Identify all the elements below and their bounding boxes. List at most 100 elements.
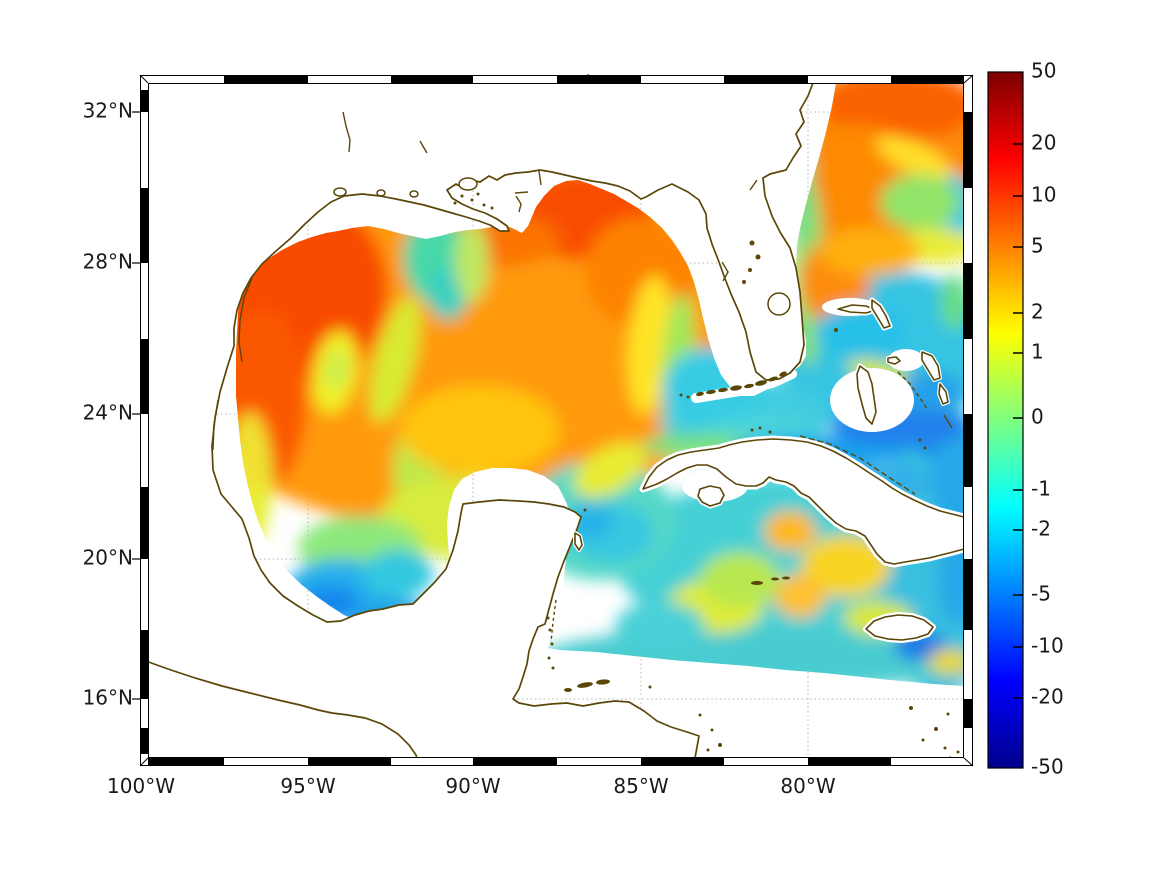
frame-segment — [964, 263, 973, 339]
inland-lakes-west — [342, 111, 351, 153]
texas-barrier-islands — [238, 277, 253, 363]
islet-speck — [648, 685, 652, 689]
frame-segment — [140, 487, 148, 559]
small-island — [564, 688, 572, 692]
st-johns-river — [749, 179, 758, 191]
colorbar-tick-label: -2 — [1031, 517, 1051, 541]
colorbar-tick-label: 1 — [1031, 340, 1044, 364]
anomaly-blob — [774, 574, 826, 618]
small-island — [779, 371, 787, 377]
islet-speck — [748, 268, 752, 272]
anomaly-blob — [325, 350, 349, 390]
frame-segment — [473, 758, 557, 766]
colorbar-tick-label: 2 — [1031, 300, 1044, 324]
islet-speck — [749, 240, 755, 246]
small-island — [718, 387, 728, 393]
galveston-bay — [333, 187, 347, 197]
frame-segment — [641, 758, 724, 766]
islet-speck — [742, 280, 746, 284]
anomaly-blob — [801, 535, 891, 597]
frame-segment — [557, 75, 641, 83]
cuba-north-cays — [799, 435, 916, 495]
islet-speck — [921, 738, 925, 742]
anomaly-blob — [876, 135, 954, 181]
colorbar-tick-label: 20 — [1031, 131, 1056, 155]
colorbar-tick-label: 0 — [1031, 405, 1044, 429]
frame-segment — [891, 75, 964, 83]
islet-speck — [482, 203, 486, 207]
map-frame — [132, 74, 974, 767]
frame-segment — [964, 414, 973, 487]
pacific-coastline — [142, 659, 420, 767]
small-island — [596, 679, 610, 685]
small-island — [755, 380, 767, 386]
new-providence-island — [887, 356, 901, 365]
lake-okeechobee — [767, 292, 791, 316]
exuma-chain — [897, 371, 929, 411]
anomaly-blob — [938, 535, 964, 625]
frame-segment — [140, 90, 148, 112]
tampa-bay — [721, 261, 729, 282]
axis-labels: 32°N 28°N 24°N 20°N 16°N 100°W 95°W 90°W 85°W 80°… — [83, 99, 836, 799]
frame-segment — [140, 188, 148, 263]
anomaly-blob — [764, 511, 816, 551]
cuba-island — [642, 438, 965, 565]
colorbar-tick-label: 5 — [1031, 234, 1044, 258]
islet-speck — [834, 328, 838, 332]
isla-de-la-juventud-island — [697, 485, 725, 507]
islet-speck — [686, 395, 690, 399]
islet-speck — [909, 706, 913, 710]
longitude-label: 100°W — [107, 774, 175, 798]
colorbar-tick-label: -1 — [1031, 477, 1051, 501]
no-data-pocket — [888, 349, 924, 371]
islet-speck — [547, 656, 551, 660]
latitude-label: 16°N — [83, 686, 133, 710]
anomaly-blob — [363, 550, 433, 598]
anomaly-blob — [880, 174, 960, 230]
belize-reef — [550, 599, 557, 643]
small-island — [751, 581, 763, 585]
islet-speck — [460, 194, 464, 198]
anomaly-blob — [932, 425, 964, 535]
islet-speck — [679, 393, 683, 397]
frame-segment — [391, 75, 473, 83]
frame-corner-bevel — [139, 74, 149, 84]
frame-inner-outline — [148, 83, 964, 758]
frame-segment — [140, 728, 148, 754]
islet-speck — [698, 713, 702, 717]
islet-speck — [551, 666, 555, 670]
cat-island-island — [938, 383, 949, 405]
islet-speck — [583, 508, 587, 512]
islet-speck — [943, 746, 947, 750]
islet-speck — [755, 254, 761, 260]
longitude-label: 90°W — [445, 774, 500, 798]
islet-speck — [476, 192, 480, 196]
islet-speck — [470, 198, 474, 202]
frame-segment — [808, 758, 891, 766]
islet-speck — [706, 748, 710, 752]
longitude-label: 95°W — [280, 774, 335, 798]
mississippi-sound — [514, 191, 529, 194]
frame-segment — [724, 75, 808, 83]
latitude-label: 32°N — [83, 99, 133, 123]
sabine-lake — [376, 189, 386, 197]
frame-segment — [140, 339, 148, 414]
frame-segment — [140, 630, 148, 699]
frame-corner-bevel — [963, 757, 974, 767]
latitude-label: 28°N — [83, 250, 133, 274]
frame-outer-outline — [140, 75, 973, 766]
small-island — [730, 385, 742, 391]
islet-speck — [934, 727, 938, 731]
anomaly-blob — [940, 274, 964, 330]
islet-speck — [718, 743, 722, 747]
anomaly-blob — [369, 297, 421, 423]
frame-segment — [964, 112, 973, 188]
latitude-label: 24°N — [83, 401, 133, 425]
small-island — [577, 682, 593, 688]
latitude-label: 20°N — [83, 546, 133, 570]
cozumel-island — [574, 532, 583, 551]
florida-keys-halo — [691, 369, 797, 403]
islet-speck — [546, 616, 550, 620]
gulf-atlantic-coastline — [211, 74, 817, 766]
long-island-bahamas — [943, 414, 953, 429]
